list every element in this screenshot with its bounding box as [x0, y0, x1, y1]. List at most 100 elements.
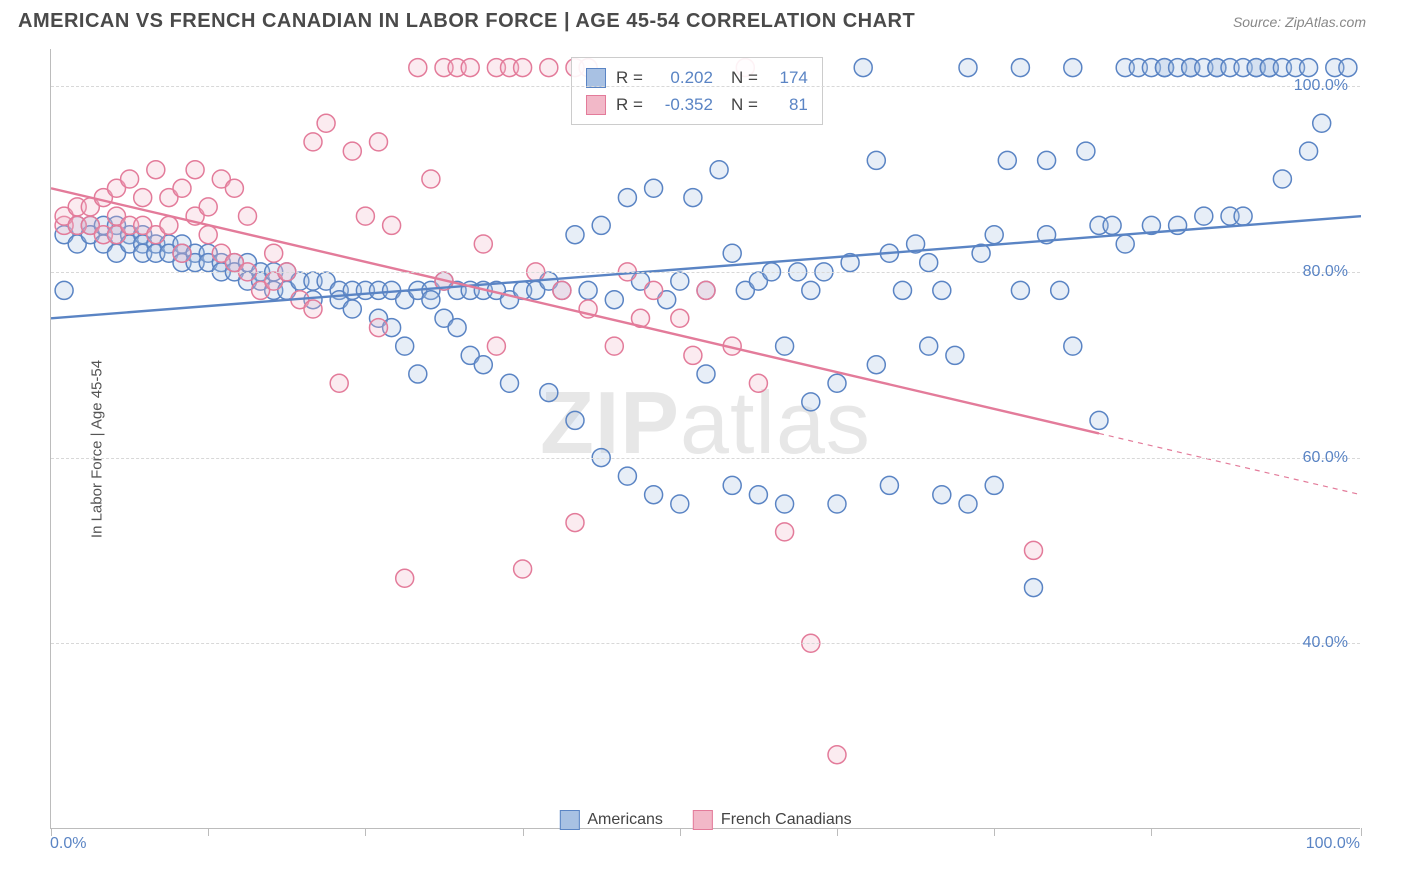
x-axis-min-label: 0.0%	[50, 835, 86, 853]
data-point	[501, 374, 519, 392]
data-point	[239, 207, 257, 225]
legend-label: French Canadians	[721, 811, 852, 829]
data-point	[343, 300, 361, 318]
data-point	[435, 59, 453, 77]
data-point	[160, 189, 178, 207]
data-point	[108, 179, 126, 197]
data-point	[933, 486, 951, 504]
data-point	[566, 226, 584, 244]
x-tick	[680, 828, 681, 836]
data-point	[134, 189, 152, 207]
data-point	[396, 291, 414, 309]
data-point	[94, 189, 112, 207]
data-point	[330, 374, 348, 392]
legend-swatch	[586, 68, 606, 88]
legend-label: Americans	[587, 811, 663, 829]
data-point	[605, 291, 623, 309]
stat-r-value: -0.352	[653, 91, 713, 118]
data-point	[304, 291, 322, 309]
data-point	[1273, 170, 1291, 188]
data-point	[147, 226, 165, 244]
data-point	[776, 495, 794, 513]
data-point	[501, 291, 519, 309]
data-point	[435, 272, 453, 290]
data-point	[343, 281, 361, 299]
data-point	[317, 114, 335, 132]
data-point	[265, 272, 283, 290]
data-point	[461, 281, 479, 299]
data-point	[723, 337, 741, 355]
stat-n-value: 81	[768, 91, 808, 118]
data-point	[252, 272, 270, 290]
data-point	[605, 337, 623, 355]
data-point	[356, 281, 374, 299]
data-point	[199, 244, 217, 262]
data-point	[121, 216, 139, 234]
data-point	[1260, 59, 1278, 77]
data-point	[710, 161, 728, 179]
data-point	[1260, 59, 1278, 77]
data-point	[356, 207, 374, 225]
legend-swatch	[559, 810, 579, 830]
data-point	[225, 254, 243, 272]
data-point	[618, 467, 636, 485]
x-axis-max-label: 100.0%	[1306, 835, 1360, 853]
data-point	[1221, 207, 1239, 225]
y-tick-label: 40.0%	[1303, 634, 1348, 652]
x-tick	[365, 828, 366, 836]
data-point	[1090, 411, 1108, 429]
data-point	[278, 281, 296, 299]
data-point	[1142, 216, 1160, 234]
data-point	[68, 235, 86, 253]
data-point	[749, 272, 767, 290]
data-point	[474, 281, 492, 299]
data-point	[147, 235, 165, 253]
watermark: ZIPatlas	[540, 372, 871, 474]
stats-row: R = -0.352 N = 81	[586, 91, 808, 118]
data-point	[671, 272, 689, 290]
data-point	[540, 384, 558, 402]
data-point	[448, 281, 466, 299]
data-point	[330, 281, 348, 299]
data-point	[121, 170, 139, 188]
data-point	[632, 309, 650, 327]
data-point	[1287, 59, 1305, 77]
data-point	[645, 179, 663, 197]
data-point	[199, 226, 217, 244]
data-point	[81, 216, 99, 234]
data-point	[841, 254, 859, 272]
data-point	[1300, 59, 1318, 77]
data-point	[828, 374, 846, 392]
data-point	[68, 198, 86, 216]
gridline	[51, 272, 1360, 273]
gridline	[51, 643, 1360, 644]
data-point	[212, 254, 230, 272]
data-point	[802, 281, 820, 299]
data-point	[291, 291, 309, 309]
data-point	[1247, 59, 1265, 77]
data-point	[1182, 59, 1200, 77]
data-point	[239, 272, 257, 290]
data-point	[1273, 59, 1291, 77]
data-point	[1116, 59, 1134, 77]
data-point	[55, 207, 73, 225]
data-point	[448, 319, 466, 337]
data-point	[920, 337, 938, 355]
x-tick	[1361, 828, 1362, 836]
data-point	[776, 337, 794, 355]
data-point	[474, 356, 492, 374]
data-point	[173, 254, 191, 272]
data-point	[383, 319, 401, 337]
data-point	[671, 495, 689, 513]
data-point	[1038, 226, 1056, 244]
data-point	[291, 272, 309, 290]
data-point	[173, 179, 191, 197]
trend-line	[51, 216, 1361, 318]
stat-n-label: N =	[731, 91, 758, 118]
data-point	[304, 133, 322, 151]
data-point	[1339, 59, 1357, 77]
y-tick-label: 60.0%	[1303, 449, 1348, 467]
stat-r-label: R =	[616, 91, 643, 118]
data-point	[736, 281, 754, 299]
data-point	[330, 291, 348, 309]
